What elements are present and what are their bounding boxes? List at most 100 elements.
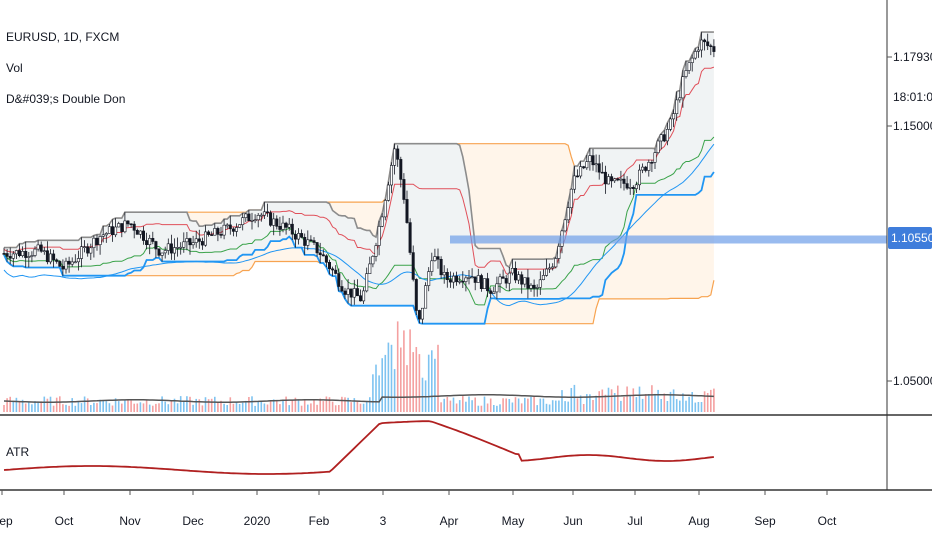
volume-bar: [486, 403, 489, 412]
price-tick-label: 1.05000: [893, 374, 932, 388]
candle-body: [628, 187, 632, 189]
time-axis[interactable]: Sep Oct Nov Dec 2020 Feb 3 Apr May Jun Jul Aug Sep Oc…: [0, 490, 837, 528]
candle-body: [296, 233, 300, 240]
candle-body: [321, 254, 325, 257]
candle-body: [89, 247, 93, 254]
candle-body: [693, 51, 697, 59]
volume-bar: [248, 397, 250, 412]
inner-mid-lower-line: [3, 136, 715, 306]
time-tick-label: Jun: [563, 514, 582, 528]
candle-body: [501, 276, 505, 279]
candle-body: [659, 134, 663, 142]
candle-body: [107, 226, 111, 234]
candle-body: [405, 199, 409, 223]
atr-line: [3, 420, 714, 475]
candle-body: [24, 251, 28, 258]
candle-body: [213, 228, 217, 236]
volume-bar: [431, 350, 433, 412]
volume-bar: [679, 400, 681, 412]
candle-body: [597, 163, 601, 173]
candle-body: [678, 97, 682, 101]
candle-body: [647, 162, 651, 171]
volume-bar: [651, 385, 653, 412]
candle-body: [420, 307, 424, 320]
volume-bar: [210, 398, 213, 412]
volume-bar: [254, 405, 256, 412]
inner-channel-upper: [4, 31, 714, 269]
volume-bar: [201, 405, 204, 412]
candle-body: [662, 134, 666, 142]
volume-bar: [282, 399, 284, 412]
candle-body: [594, 163, 598, 166]
volume-bar: [260, 400, 263, 412]
volume-bar: [102, 400, 104, 412]
volume-bar: [403, 330, 405, 412]
candle-body: [513, 267, 517, 281]
candle-body: [238, 224, 242, 228]
price-axis[interactable]: 1.17930 18:01:00 1.15000 1.05000 1.10550: [887, 50, 932, 388]
indicator-legend[interactable]: D&#039;s Double Don: [6, 92, 126, 106]
volume-bar: [322, 401, 325, 412]
candle-body: [33, 248, 37, 256]
volume-bar: [124, 400, 126, 412]
volume-bar: [508, 399, 511, 412]
volume-bar: [477, 405, 480, 412]
time-tick-label: 2020: [244, 514, 271, 528]
volume-bar: [573, 384, 576, 412]
volume-bar: [74, 405, 77, 412]
candle-body: [684, 70, 688, 77]
atr-legend[interactable]: ATR: [6, 445, 30, 459]
time-tick-label: Aug: [688, 514, 709, 528]
candle-body: [476, 275, 480, 283]
volume-bar: [558, 400, 560, 412]
current-price-line: [450, 235, 887, 244]
volume-bar: [257, 401, 259, 412]
candle-body: [393, 148, 397, 166]
volume-bar: [635, 397, 638, 412]
candle-body: [179, 246, 183, 249]
volume-bar: [207, 399, 210, 412]
candle-body: [631, 187, 635, 190]
current-price-line-layer: [450, 235, 887, 244]
candle-body: [225, 224, 229, 227]
candle-body: [52, 253, 56, 261]
volume-legend[interactable]: Vol: [6, 61, 23, 75]
volume-bar: [189, 396, 191, 412]
volume-bar: [672, 389, 675, 412]
atr-layer: [3, 420, 714, 475]
candle-body: [349, 288, 353, 298]
volume-bar: [669, 391, 672, 412]
time-tick-label: Sep: [754, 514, 776, 528]
candle-body: [482, 278, 486, 290]
volume-bar: [164, 401, 166, 412]
candle-body: [464, 277, 468, 282]
candle-body: [461, 280, 465, 283]
candle-body: [486, 278, 490, 292]
volume-bar: [440, 402, 442, 412]
volume-bar: [493, 405, 495, 412]
volume-bar: [378, 375, 380, 412]
volume-bar: [458, 400, 461, 412]
symbol-legend[interactable]: EURUSD, 1D, FXCM: [6, 30, 120, 44]
candle-body: [259, 214, 263, 217]
candle-body: [48, 253, 52, 263]
candle-body: [411, 252, 415, 280]
volume-bar: [316, 404, 318, 412]
candle-body: [495, 283, 499, 293]
candle-body: [27, 256, 31, 258]
current-price-badge: [888, 227, 932, 249]
volume-bar: [372, 374, 374, 412]
volume-bar: [511, 402, 514, 412]
candle-body: [120, 223, 124, 232]
volume-bar: [685, 400, 687, 412]
candle-body: [610, 176, 614, 182]
candle-body: [42, 250, 46, 252]
candle-body: [489, 290, 493, 294]
candle-body: [306, 239, 310, 246]
volume-bar: [561, 390, 563, 412]
volume-bar: [319, 398, 321, 412]
volume-bar: [117, 401, 120, 412]
candle-body: [163, 250, 167, 254]
volume-bar: [555, 400, 557, 412]
